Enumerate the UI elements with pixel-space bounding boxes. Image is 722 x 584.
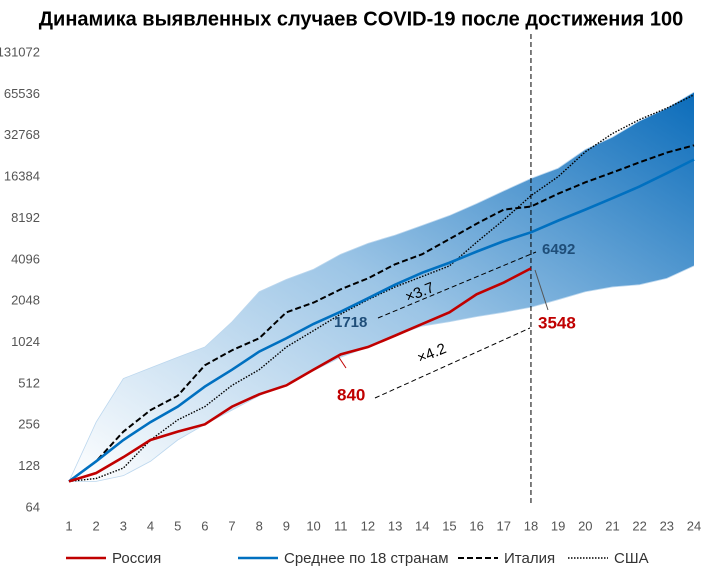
x-tick-label: 8 [256, 518, 263, 533]
x-tick-label: 14 [415, 518, 429, 533]
connector [374, 327, 531, 399]
x-tick-label: 20 [578, 518, 592, 533]
annotation: 840 [337, 385, 365, 404]
x-tick-label: 10 [306, 518, 320, 533]
y-tick-label: 131072 [0, 44, 40, 59]
annotation: ×4.2 [415, 340, 449, 367]
series-line [68, 267, 532, 483]
x-tick-label: 17 [497, 518, 511, 533]
annotation: 1718 [334, 314, 367, 331]
y-tick-label: 512 [18, 375, 40, 390]
x-tick-label: 13 [388, 518, 402, 533]
x-tick-label: 16 [469, 518, 483, 533]
connector [337, 355, 347, 369]
x-tick-label: 2 [93, 518, 100, 533]
y-tick-label: 256 [18, 417, 40, 432]
x-tick-label: 4 [147, 518, 154, 533]
y-tick-label: 2048 [11, 293, 40, 308]
connector [377, 251, 537, 319]
series-line [68, 144, 695, 483]
x-tick-label: 15 [442, 518, 456, 533]
x-tick-label: 19 [551, 518, 565, 533]
x-tick-label: 7 [228, 518, 235, 533]
x-tick-label: 21 [605, 518, 619, 533]
x-tick-label: 22 [632, 518, 646, 533]
legend-label: США [614, 550, 649, 567]
band-edge [68, 91, 695, 482]
chart-title: Динамика выявленных случаев COVID-19 пос… [39, 8, 683, 30]
range-band [69, 92, 694, 482]
y-tick-label: 8192 [11, 210, 40, 225]
y-tick-label: 128 [18, 458, 40, 473]
x-tick-label: 11 [334, 518, 348, 533]
annotation: 6492 [542, 241, 575, 258]
x-tick-label: 3 [120, 518, 127, 533]
y-tick-label: 32768 [4, 127, 40, 142]
y-tick-label: 16384 [4, 169, 40, 184]
series-line [68, 94, 695, 483]
y-tick-label: 4096 [11, 251, 40, 266]
x-tick-label: 9 [283, 518, 290, 533]
legend-label: Среднее по 18 странам [284, 550, 449, 567]
x-tick-label: 5 [174, 518, 181, 533]
x-tick-label: 24 [687, 518, 701, 533]
y-tick-label: 1024 [11, 334, 40, 349]
x-tick-label: 12 [361, 518, 375, 533]
legend-label: Россия [112, 550, 161, 567]
legend-label: Италия [504, 550, 555, 567]
y-tick-label: 65536 [4, 86, 40, 101]
x-tick-label: 23 [660, 518, 674, 533]
connector [534, 269, 549, 311]
annotation: 3548 [538, 313, 576, 332]
y-tick-label: 64 [26, 499, 40, 514]
x-tick-label: 6 [201, 518, 208, 533]
series-line [68, 158, 695, 483]
x-tick-label: 18 [524, 518, 538, 533]
x-tick-label: 1 [65, 518, 72, 533]
